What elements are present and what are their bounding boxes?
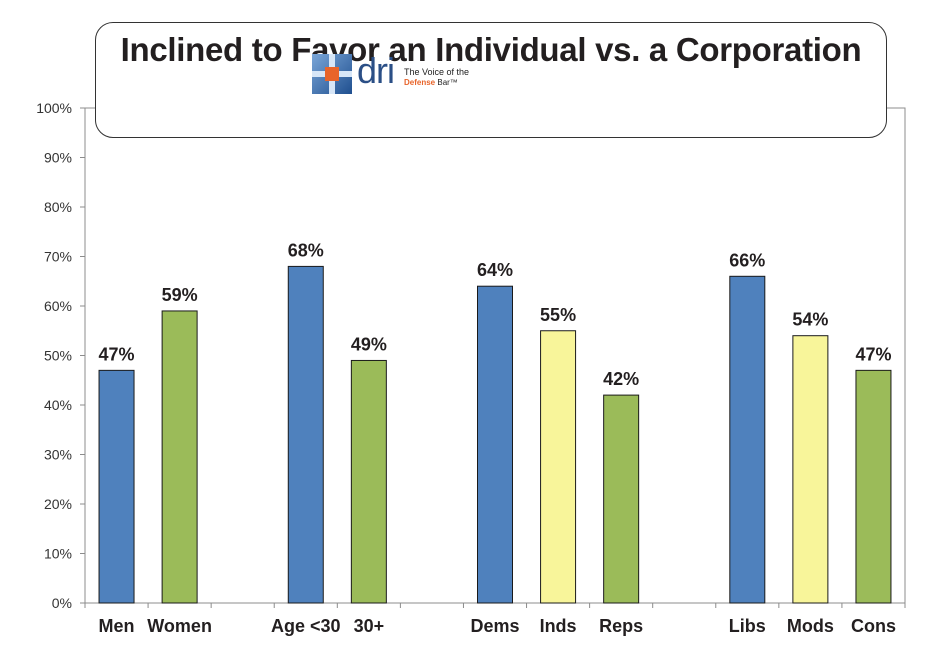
x-category-label: Age <30 bbox=[271, 616, 341, 636]
x-category-label: Women bbox=[147, 616, 212, 636]
y-tick-label: 100% bbox=[36, 100, 72, 116]
bar-libs bbox=[729, 275, 766, 604]
data-label: 54% bbox=[792, 310, 828, 330]
x-category-label: Men bbox=[99, 616, 135, 636]
y-tick-label: 50% bbox=[44, 348, 72, 364]
data-label: 66% bbox=[729, 250, 765, 270]
bar-age-30 bbox=[287, 265, 324, 604]
data-label: 64% bbox=[477, 260, 513, 280]
x-category-label: Mods bbox=[787, 616, 834, 636]
y-tick-label: 80% bbox=[44, 199, 72, 215]
bar-dems bbox=[477, 285, 513, 604]
bar-mods bbox=[792, 335, 829, 604]
x-category-label: Inds bbox=[540, 616, 577, 636]
logo-tagline-2: Defense Bar™ bbox=[404, 78, 458, 87]
bar-cons bbox=[855, 369, 892, 604]
y-tick-label: 10% bbox=[44, 546, 72, 562]
logo-tagline-rest: Bar™ bbox=[437, 78, 458, 87]
data-label: 59% bbox=[162, 285, 198, 305]
y-tick-label: 60% bbox=[44, 298, 72, 314]
bar-30- bbox=[350, 359, 387, 604]
data-label: 55% bbox=[540, 305, 576, 325]
x-category-label: Reps bbox=[599, 616, 643, 636]
title-box: Inclined to Favor an Individual vs. a Co… bbox=[95, 22, 887, 138]
data-label: 47% bbox=[855, 344, 891, 364]
chart-title: Inclined to Favor an Individual vs. a Co… bbox=[120, 31, 862, 68]
bar-men bbox=[98, 369, 135, 604]
y-tick-label: 40% bbox=[44, 397, 72, 413]
y-tick-label: 70% bbox=[44, 249, 72, 265]
y-tick-label: 30% bbox=[44, 447, 72, 463]
dri-logo: dri The Voice of the Defense Bar™ bbox=[312, 50, 512, 98]
x-category-label: 30+ bbox=[354, 616, 385, 636]
y-tick-label: 90% bbox=[44, 150, 72, 166]
bar-inds bbox=[540, 330, 577, 604]
bar-women bbox=[161, 310, 198, 604]
x-category-label: Dems bbox=[470, 616, 519, 636]
logo-brand: dri bbox=[357, 50, 395, 91]
y-tick-label: 20% bbox=[44, 496, 72, 512]
data-label: 49% bbox=[351, 334, 387, 354]
logo-tagline-accent: Defense bbox=[404, 78, 436, 87]
y-tick-label: 0% bbox=[52, 595, 72, 611]
data-label: 47% bbox=[99, 344, 135, 364]
logo-core-icon bbox=[325, 67, 339, 81]
logo-tagline-1: The Voice of the bbox=[404, 67, 470, 77]
bar-reps bbox=[603, 394, 640, 604]
data-label: 42% bbox=[603, 369, 639, 389]
data-label: 68% bbox=[288, 240, 324, 260]
x-category-label: Libs bbox=[729, 616, 766, 636]
x-category-label: Cons bbox=[851, 616, 896, 636]
